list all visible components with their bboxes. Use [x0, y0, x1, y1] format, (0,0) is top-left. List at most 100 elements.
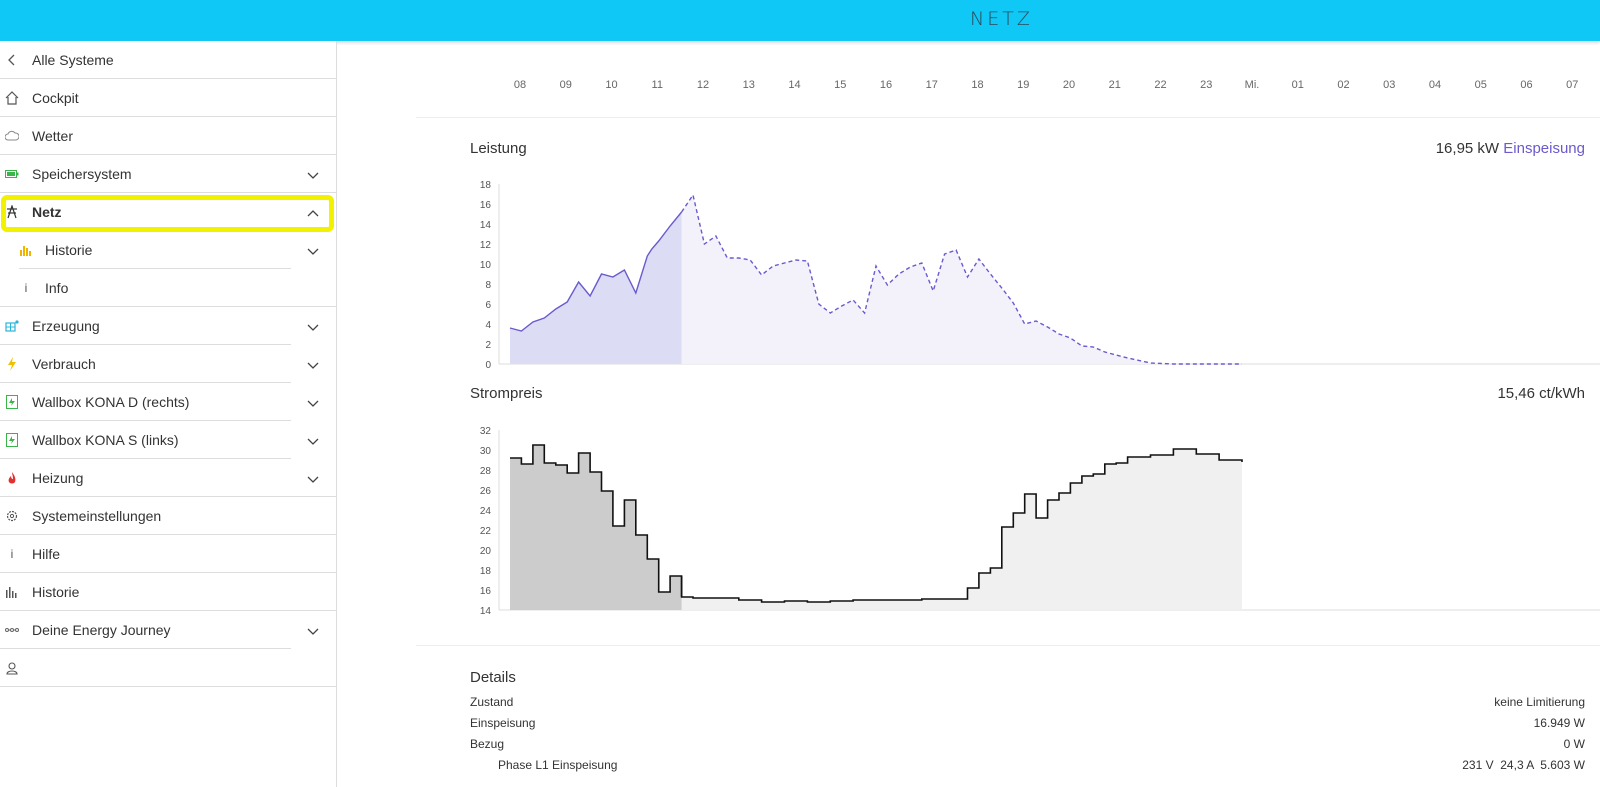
sidebar-item-heizung[interactable]: Heizung [0, 459, 337, 497]
y-tick-label: 16 [480, 586, 492, 597]
divider [0, 344, 291, 345]
y-tick-label: 24 [480, 506, 492, 517]
actual-line [509, 211, 683, 332]
home-icon [5, 91, 19, 105]
y-tick-label: 6 [485, 300, 491, 311]
actual-area [510, 212, 682, 364]
sidebar-item-cockpit[interactable]: Cockpit [0, 79, 337, 117]
timeline-hour-label: 07 [1566, 79, 1579, 91]
chevron-down-icon[interactable] [307, 434, 319, 446]
sidebar-item-verbrauch[interactable]: Verbrauch [0, 345, 337, 383]
sidebar-item-wallbox-kona-d[interactable]: Wallbox KONA D (rechts) [0, 383, 337, 421]
y-tick-label: 10 [480, 260, 492, 271]
sidebar-item-label: Heizung [32, 470, 84, 486]
leistung-value: 16,95 kW Einspeisung [1436, 140, 1585, 157]
chevron-down-icon[interactable] [307, 624, 319, 636]
divider [0, 686, 337, 687]
chevron-up-icon[interactable] [307, 206, 319, 218]
chevron-down-icon[interactable] [307, 168, 319, 180]
sidebar-item-wallbox-kona-s[interactable]: Wallbox KONA S (links) [0, 421, 337, 459]
sidebar-item-label: Historie [32, 584, 80, 600]
actual-line [510, 444, 683, 597]
sidebar-item-label: Verbrauch [32, 356, 96, 372]
details-value-bezug: 0 W [1563, 737, 1585, 751]
y-tick-label: 30 [480, 446, 492, 457]
y-tick-label: 14 [480, 606, 492, 617]
sidebar-item-label: Wallbox KONA D (rechts) [32, 394, 190, 410]
sidebar-item-historie[interactable]: Historie [0, 573, 337, 611]
sidebar-item-systemeinstellungen[interactable]: Systemeinstellungen [0, 497, 337, 535]
sidebar-item-wetter[interactable]: Wetter [0, 117, 337, 155]
chevron-down-icon[interactable] [307, 320, 319, 332]
details-label-einspeisung: Einspeisung [470, 716, 536, 730]
timeline-hour-label: 10 [605, 79, 618, 91]
details-value-einspeisung: 16.949 W [1533, 716, 1585, 730]
sidebar-item-hilfe[interactable]: i Hilfe [0, 535, 337, 573]
sidebar-item-label: Wallbox KONA S (links) [32, 432, 179, 448]
netz-logo: NETZ [970, 8, 1033, 30]
timeline-hour-label: 23 [1200, 79, 1213, 91]
sidebar-item-historie-sub[interactable]: Historie [0, 231, 337, 269]
details-value-zustand: keine Limitierung [1494, 695, 1585, 709]
sidebar-item-label: Historie [45, 242, 93, 258]
sidebar-item-netz[interactable]: Netz [0, 193, 337, 231]
timeline-hour-label: 09 [559, 79, 572, 91]
timeline-hour-label: 21 [1108, 79, 1121, 91]
y-tick-label: 22 [480, 526, 492, 537]
chevron-down-icon[interactable] [307, 358, 319, 370]
forecast-area [681, 195, 1242, 364]
chevron-down-icon[interactable] [307, 244, 319, 256]
y-tick-label: 4 [485, 320, 491, 331]
timeline-hour-label: 22 [1154, 79, 1167, 91]
details-label-bezug: Bezug [470, 737, 505, 751]
sidebar-item-user[interactable] [0, 649, 337, 687]
wallbox-icon [5, 395, 19, 409]
sidebar-item-erzeugung[interactable]: Erzeugung [0, 307, 337, 345]
details-value-phase-l1: 231 V 24,3 A 5.603 W [1462, 758, 1585, 772]
y-tick-label: 14 [480, 220, 492, 231]
timeline-hour-label: 12 [696, 79, 710, 91]
sidebar-item-energy-journey[interactable]: Deine Energy Journey [0, 611, 337, 649]
gear-icon [5, 509, 19, 523]
user-icon [5, 661, 19, 675]
divider [0, 534, 337, 535]
timeline-hour-label: 20 [1062, 79, 1076, 91]
forecast-line [680, 448, 1243, 603]
y-tick-label: 16 [480, 200, 492, 211]
divider [0, 458, 291, 459]
cloud-icon [5, 129, 19, 143]
details-label-zustand: Zustand [470, 695, 514, 709]
divider [0, 78, 337, 79]
chevron-down-icon[interactable] [307, 396, 319, 408]
y-tick-label: 8 [485, 280, 491, 291]
sidebar-item-speichersystem[interactable]: Speichersystem [0, 155, 337, 193]
timeline-hour-label: 11 [651, 79, 663, 91]
journey-icon [5, 623, 19, 637]
strompreis-chart: 14 16 18 20 22 24 26 28 30 32 [480, 426, 1600, 617]
y-tick-label: 2 [485, 340, 491, 351]
y-tick-label: 26 [480, 486, 492, 497]
sidebar-item-label: Netz [32, 204, 62, 220]
forecast-area [681, 449, 1242, 610]
y-tick-label: 32 [480, 426, 492, 437]
chevron-left-icon [5, 53, 19, 67]
timeline-hour-label: 04 [1428, 79, 1442, 91]
chevron-down-icon[interactable] [307, 472, 319, 484]
timeline-hour-label: 17 [925, 79, 938, 91]
forecast-line [681, 193, 1242, 365]
power-tower-icon [5, 205, 19, 219]
timeline-hour-label: 15 [834, 79, 847, 91]
timeline-hour-label: 02 [1337, 79, 1350, 91]
strompreis-value: 15,46 ct/kWh [1497, 385, 1585, 402]
sidebar-item-info[interactable]: i Info [0, 269, 337, 307]
sidebar-item-label: Deine Energy Journey [32, 622, 171, 638]
y-tick-label: 20 [480, 546, 492, 557]
sidebar-item-alle-systeme[interactable]: Alle Systeme [0, 41, 337, 79]
timeline-hour-label: 08 [513, 79, 527, 91]
divider [0, 648, 291, 649]
y-tick-label: 18 [480, 180, 492, 191]
sidebar-item-label: Systemeinstellungen [32, 508, 162, 524]
divider [19, 268, 291, 269]
sidebar-item-label: Alle Systeme [32, 52, 114, 68]
info-icon: i [24, 281, 28, 295]
